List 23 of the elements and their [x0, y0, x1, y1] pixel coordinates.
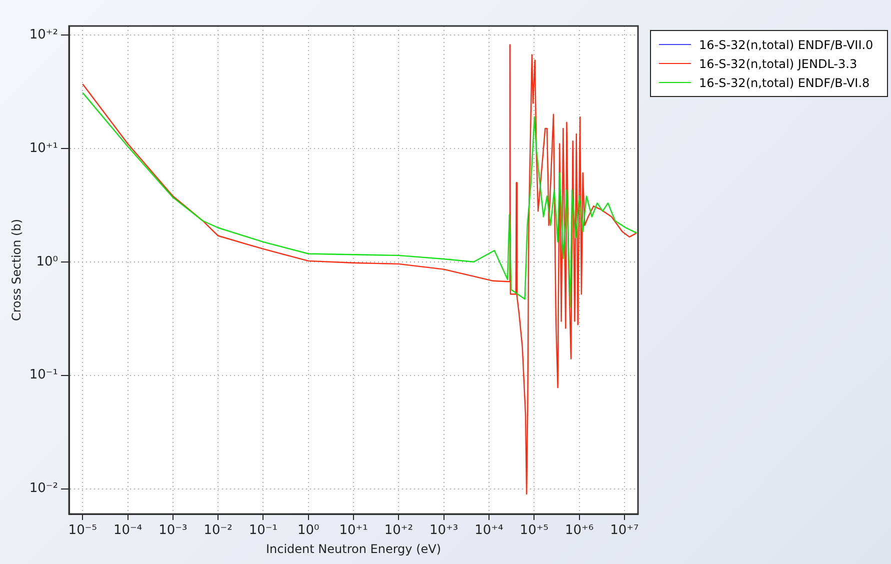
x-tick-label: 10⁺⁷ [610, 523, 639, 538]
x-tick-label: 10⁺² [384, 523, 413, 538]
y-tick-label: 10⁺¹ [29, 140, 58, 156]
x-tick-label: 10⁻¹ [248, 523, 278, 538]
x-tick-label: 10⁺¹ [339, 523, 368, 538]
x-tick-label: 10⁺⁶ [564, 523, 594, 538]
x-tick-label: 10⁺³ [429, 523, 458, 538]
x-tick-label: 10⁰ [297, 523, 320, 538]
x-tick-label: 10⁻³ [158, 523, 188, 538]
legend-label: 16-S-32(n,total) ENDF/B-VI.8 [699, 76, 870, 90]
x-tick-label: 10⁻⁵ [68, 523, 97, 538]
y-tick-label: 10⁺² [29, 27, 58, 42]
legend-label: 16-S-32(n,total) ENDF/B-VII.0 [699, 38, 874, 52]
x-tick-label: 10⁻² [204, 523, 232, 538]
y-tick-label: 10⁻¹ [29, 368, 58, 383]
x-tick-label: 10⁺⁵ [520, 523, 548, 538]
x-axis-title: Incident Neutron Energy (eV) [266, 542, 442, 556]
y-tick-label: 10⁰ [36, 254, 58, 270]
x-tick-label: 10⁻⁴ [113, 523, 142, 538]
x-tick-label: 10⁺⁴ [474, 523, 504, 538]
y-tick-label: 10⁻² [29, 481, 58, 496]
legend-label: 16-S-32(n,total) JENDL-3.3 [699, 56, 858, 70]
y-axis-title: Cross Section (b) [9, 218, 24, 322]
